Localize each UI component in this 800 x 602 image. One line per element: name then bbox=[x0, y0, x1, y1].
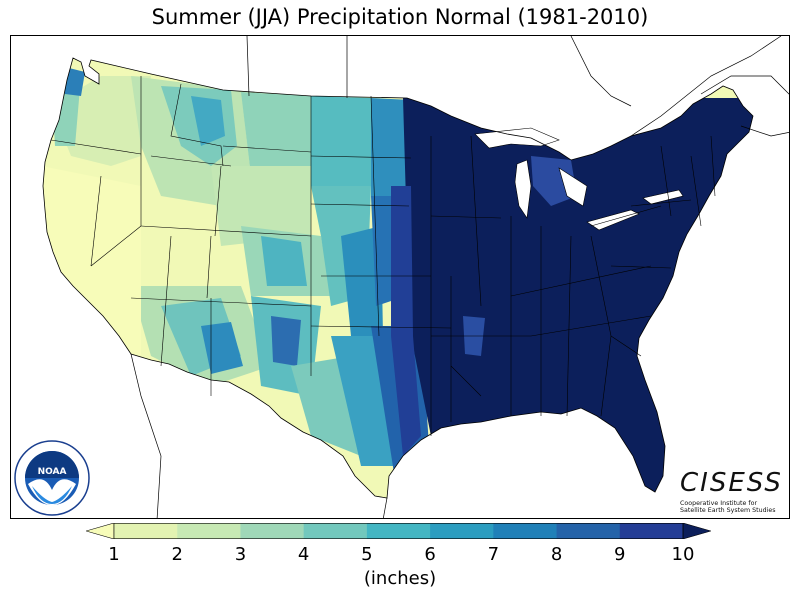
colorbar-bin bbox=[619, 523, 684, 539]
great-lakes bbox=[474, 127, 684, 231]
colorbar-bin bbox=[240, 523, 305, 539]
colorbar-label: (inches) bbox=[363, 568, 437, 589]
cisess-logo: CISESS Cooperative Institute for Satelli… bbox=[680, 470, 785, 518]
colorbar-tick-label: 3 bbox=[234, 544, 247, 565]
colorbar-bin bbox=[430, 523, 494, 539]
map-title: Summer (JJA) Precipitation Normal (1981-… bbox=[151, 5, 649, 29]
colorbar-extend-low bbox=[86, 523, 115, 539]
colorbar-tick-label: 7 bbox=[487, 544, 500, 565]
colorbar-extend-high bbox=[682, 523, 711, 539]
colorbar-bin bbox=[303, 523, 368, 539]
cisess-wordmark: CISESS bbox=[680, 468, 783, 498]
colorbar-bin bbox=[177, 523, 241, 539]
cisess-subtitle-line1: Cooperative Institute for bbox=[680, 500, 758, 507]
state-boundaries bbox=[50, 76, 716, 436]
colorbar-tick-label: 4 bbox=[297, 544, 310, 565]
colorbar-bin bbox=[556, 523, 621, 539]
noaa-text: NOAA bbox=[38, 467, 67, 477]
neighbor-borders bbox=[130, 36, 789, 518]
map-frame bbox=[10, 35, 790, 519]
colorbar-tick-label: 9 bbox=[614, 544, 626, 565]
colorbar-bin bbox=[114, 523, 178, 539]
colorbar-bin bbox=[366, 523, 431, 539]
colorbar-tick-label: 10 bbox=[671, 544, 695, 565]
cisess-subtitle-line2: Satellite Earth System Studies bbox=[680, 507, 776, 514]
colorbar-tick-label: 5 bbox=[361, 544, 373, 565]
colorbar-bin bbox=[493, 523, 558, 539]
precipitation-map bbox=[42, 36, 789, 518]
colorbar bbox=[86, 523, 711, 539]
colorbar-tick-label: 8 bbox=[550, 544, 563, 565]
noaa-logo: NOAA bbox=[14, 440, 90, 516]
colorbar-tick-label: 6 bbox=[424, 544, 436, 565]
precip-field bbox=[43, 66, 753, 498]
colorbar-tick-label: 1 bbox=[108, 544, 120, 565]
colorbar-tick-label: 2 bbox=[171, 544, 183, 565]
